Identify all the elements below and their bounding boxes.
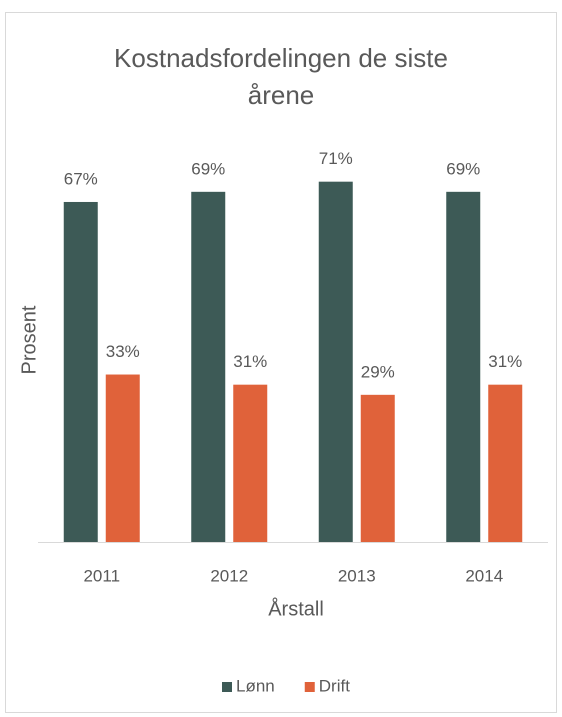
data-label: 31% bbox=[233, 352, 267, 371]
bar bbox=[233, 384, 268, 542]
legend-swatch bbox=[222, 682, 232, 692]
x-tick-label: 2014 bbox=[465, 566, 503, 585]
bar bbox=[488, 384, 523, 542]
data-label: 67% bbox=[64, 169, 98, 188]
bar bbox=[446, 191, 481, 542]
x-tick-label: 2012 bbox=[210, 566, 248, 585]
data-label: 33% bbox=[106, 342, 140, 361]
legend-label: Lønn bbox=[236, 676, 275, 695]
legend-swatch bbox=[304, 682, 315, 692]
bar bbox=[105, 374, 140, 542]
x-tick-label: 2013 bbox=[338, 566, 376, 585]
x-tick-label: 2011 bbox=[83, 566, 120, 585]
bar bbox=[360, 394, 395, 542]
x-axis-label: Årstall bbox=[268, 597, 324, 620]
data-label: 69% bbox=[446, 159, 480, 178]
data-label: 71% bbox=[319, 149, 353, 168]
data-label: 29% bbox=[361, 362, 395, 381]
y-axis-label: Prosent bbox=[18, 305, 40, 374]
bar bbox=[191, 191, 226, 542]
chart-title: Kostnadsfordelingen de siste årene bbox=[114, 43, 448, 110]
data-label: 31% bbox=[488, 352, 522, 371]
data-label: 69% bbox=[191, 159, 225, 178]
legend-label: Drift bbox=[319, 676, 350, 695]
bar bbox=[63, 201, 98, 542]
bar bbox=[318, 181, 353, 543]
